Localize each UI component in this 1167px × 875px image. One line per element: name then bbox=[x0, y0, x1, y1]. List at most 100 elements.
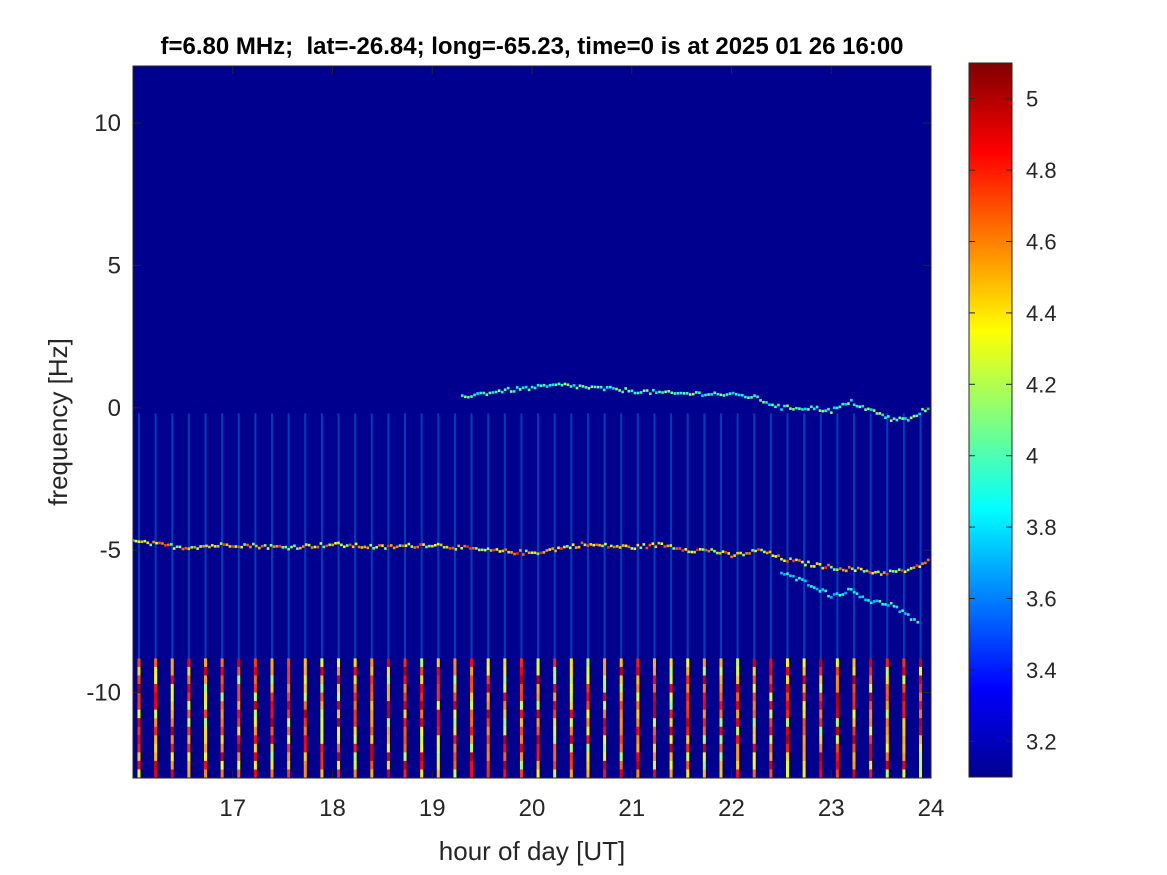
streak-segment bbox=[237, 658, 241, 668]
trace-point bbox=[633, 547, 637, 551]
streak-segment bbox=[353, 743, 357, 753]
streak-segment bbox=[719, 709, 723, 719]
trace-point bbox=[425, 545, 428, 549]
trace-point bbox=[792, 574, 795, 578]
trace-point bbox=[904, 612, 907, 615]
streak-segment bbox=[220, 718, 224, 728]
trace-point bbox=[685, 392, 689, 395]
trace-point bbox=[473, 393, 476, 397]
trace-point bbox=[392, 546, 396, 550]
trace-point bbox=[422, 543, 425, 546]
streak-segment bbox=[420, 692, 424, 702]
streak-segment bbox=[869, 701, 873, 711]
trace-point bbox=[734, 392, 738, 396]
trace-point bbox=[202, 544, 205, 548]
streak-segment bbox=[736, 769, 740, 778]
streak-segment bbox=[453, 726, 457, 736]
weak-streak bbox=[287, 413, 290, 665]
trace-point bbox=[765, 401, 768, 404]
streak-segment bbox=[386, 684, 390, 694]
trace-point bbox=[479, 391, 482, 395]
trace-point bbox=[530, 551, 534, 555]
trace-point bbox=[722, 394, 726, 397]
trace-point bbox=[736, 551, 739, 555]
streak-segment bbox=[702, 666, 706, 676]
streak-segment bbox=[420, 709, 424, 719]
trace-point bbox=[875, 412, 879, 415]
trace-point bbox=[284, 545, 287, 549]
streak-segment bbox=[386, 666, 390, 676]
colorbar-axis: 3.2 3.4 3.6 3.8 4 4.2 4.4 4.6 4.8 5 bbox=[969, 87, 1057, 754]
trace-point bbox=[765, 551, 769, 555]
trace-point bbox=[926, 407, 930, 410]
streak-segment bbox=[203, 735, 207, 745]
streak-segment bbox=[769, 675, 773, 685]
streak-segment bbox=[353, 718, 357, 728]
streak-segment bbox=[619, 709, 623, 719]
streak-segment bbox=[652, 675, 656, 685]
trace-point bbox=[612, 545, 616, 549]
streak-segment bbox=[503, 743, 507, 753]
streak-segment bbox=[370, 675, 374, 685]
streak-segment bbox=[835, 735, 839, 745]
streak-segment bbox=[370, 701, 374, 711]
streak-segment bbox=[686, 743, 690, 753]
trace-point bbox=[475, 547, 478, 550]
trace-point bbox=[777, 403, 780, 407]
streak-segment bbox=[237, 769, 241, 778]
streak-segment bbox=[669, 735, 673, 745]
streak-segment bbox=[885, 709, 889, 719]
streak-segment bbox=[586, 709, 590, 719]
trace-point bbox=[904, 417, 907, 420]
weak-streak bbox=[919, 413, 922, 665]
trace-point bbox=[621, 544, 625, 547]
streak-segment bbox=[819, 735, 823, 745]
streak-segment bbox=[253, 709, 257, 719]
streak-segment bbox=[603, 752, 607, 762]
trace-point bbox=[912, 566, 916, 569]
streak-segment bbox=[353, 752, 357, 762]
streak-segment bbox=[270, 752, 274, 762]
streak-segment bbox=[686, 735, 690, 745]
streak-segment bbox=[386, 709, 390, 719]
trace-point bbox=[889, 601, 893, 605]
trace-point bbox=[407, 542, 411, 546]
trace-point bbox=[476, 392, 479, 395]
trace-point bbox=[725, 393, 729, 396]
weak-streak bbox=[204, 413, 207, 665]
streak-segment bbox=[652, 692, 656, 702]
streak-segment bbox=[470, 666, 474, 676]
trace-point bbox=[915, 564, 919, 567]
trace-point bbox=[855, 592, 859, 595]
x-tick-label: 17 bbox=[219, 795, 246, 822]
trace-point bbox=[636, 391, 640, 395]
streak-segment bbox=[203, 666, 207, 676]
streak-segment bbox=[237, 726, 241, 736]
trace-point bbox=[246, 543, 249, 547]
trace-point bbox=[340, 543, 343, 547]
streak-segment bbox=[919, 675, 923, 685]
trace-point bbox=[584, 386, 588, 389]
streak-segment bbox=[785, 666, 789, 676]
trace-point bbox=[792, 559, 795, 563]
streak-segment bbox=[203, 701, 207, 711]
streak-segment bbox=[869, 769, 873, 778]
plot-background bbox=[133, 66, 931, 778]
trace-point bbox=[287, 547, 290, 551]
trace-point bbox=[676, 392, 680, 395]
trace-point bbox=[307, 543, 311, 547]
trace-point bbox=[801, 560, 804, 564]
streak-segment bbox=[370, 743, 374, 753]
trace-point bbox=[824, 589, 827, 593]
streak-segment bbox=[237, 743, 241, 753]
trace-point bbox=[451, 546, 455, 550]
streak-segment bbox=[420, 769, 424, 778]
streak-segment bbox=[919, 692, 923, 702]
trace-point bbox=[577, 545, 581, 549]
streak-segment bbox=[320, 666, 324, 676]
trace-point bbox=[630, 389, 634, 393]
trace-point bbox=[460, 394, 464, 397]
trace-point bbox=[164, 543, 167, 547]
trace-point bbox=[842, 568, 845, 572]
streak-segment bbox=[403, 718, 407, 728]
